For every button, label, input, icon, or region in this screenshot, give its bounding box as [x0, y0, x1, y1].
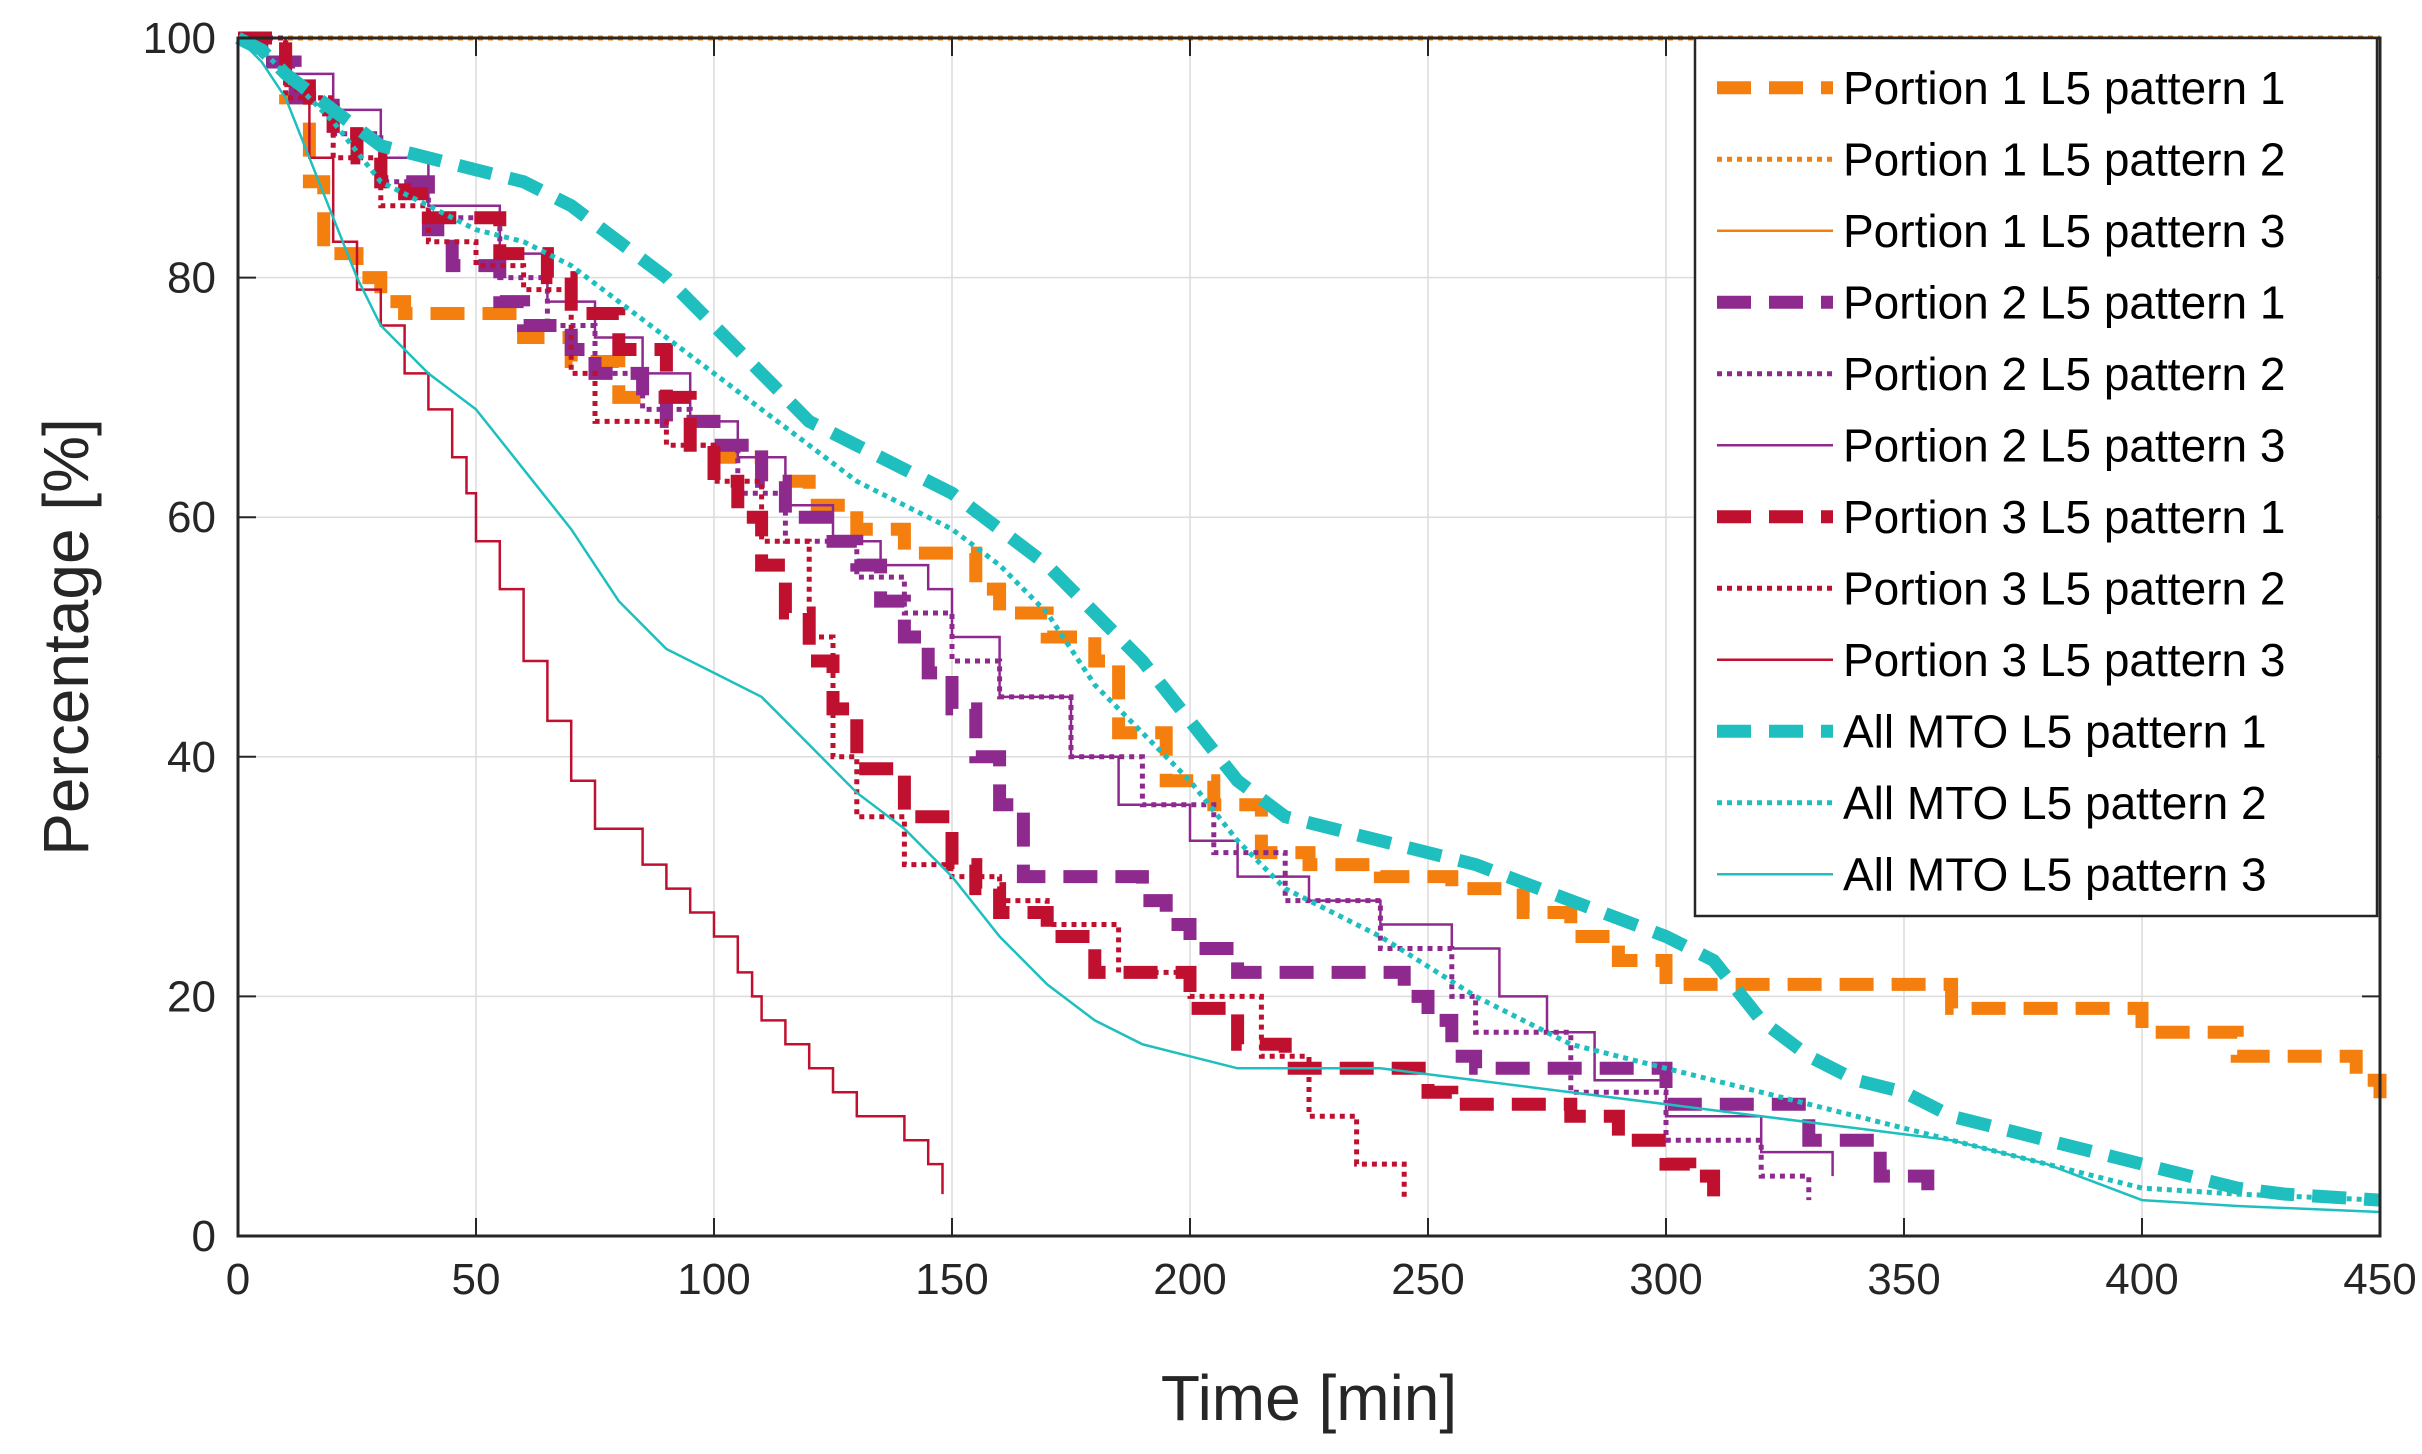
x-axis-label: Time [min] [1161, 1362, 1457, 1434]
legend: Portion 1 L5 pattern 1 Portion 1 L5 patte… [1693, 36, 2379, 918]
x-tick-label: 50 [452, 1255, 501, 1304]
legend-label-5: Portion 2 L5 pattern 2 [1843, 348, 2285, 400]
x-tick-label: 400 [2105, 1255, 2178, 1304]
x-tick-label: 350 [1867, 1255, 1940, 1304]
y-axis-label: Percentage [%] [30, 418, 102, 856]
y-tick-label: 0 [192, 1212, 216, 1261]
y-tick-label: 100 [143, 14, 216, 63]
legend-label-3: Portion 1 L5 pattern 3 [1843, 205, 2285, 257]
legend-box [1693, 36, 2379, 918]
series-line-11 [236, 35, 2381, 1203]
series-line-5 [238, 35, 1812, 1201]
legend-label-11: All MTO L5 pattern 2 [1843, 777, 2267, 829]
y-tick-label: 80 [167, 254, 216, 303]
legend-label-4: Portion 2 L5 pattern 1 [1843, 276, 2285, 328]
legend-label-1: Portion 1 L5 pattern 1 [1843, 62, 2285, 114]
series-line-10 [235, 32, 2381, 1207]
x-tick-label: 100 [677, 1255, 750, 1304]
y-tick-label: 40 [167, 733, 216, 782]
series-line-8 [238, 35, 1407, 1201]
series-line-7 [238, 31, 1721, 1201]
legend-label-7: Portion 3 L5 pattern 1 [1843, 491, 2285, 543]
series-line-1 [238, 31, 2387, 1099]
series-line-6 [238, 36, 1834, 1177]
legend-label-6: Portion 2 L5 pattern 3 [1843, 419, 2285, 471]
legend-label-2: Portion 1 L5 pattern 2 [1843, 133, 2285, 185]
ticks: 0 50 100 150 200 250 300 350 400 450 0 20 40 60 80 100 [143, 14, 2417, 1304]
series-line-9 [238, 36, 944, 1195]
legend-label-12: All MTO L5 pattern 3 [1843, 848, 2267, 900]
series-line-12 [237, 37, 2381, 1214]
x-tick-label: 150 [915, 1255, 988, 1304]
x-tick-label: 250 [1391, 1255, 1464, 1304]
series-group [235, 31, 2387, 1214]
series-line-4 [238, 31, 1935, 1201]
legend-label-8: Portion 3 L5 pattern 2 [1843, 562, 2285, 614]
x-tick-label: 300 [1629, 1255, 1702, 1304]
legend-label-10: All MTO L5 pattern 1 [1843, 705, 2267, 757]
x-tick-label: 200 [1153, 1255, 1226, 1304]
x-tick-label: 0 [226, 1255, 250, 1304]
plot-frame [236, 36, 2382, 1238]
legend-label-9: Portion 3 L5 pattern 3 [1843, 634, 2285, 686]
y-tick-label: 20 [167, 972, 216, 1021]
x-tick-label: 450 [2343, 1255, 2416, 1304]
y-tick-label: 60 [167, 493, 216, 542]
